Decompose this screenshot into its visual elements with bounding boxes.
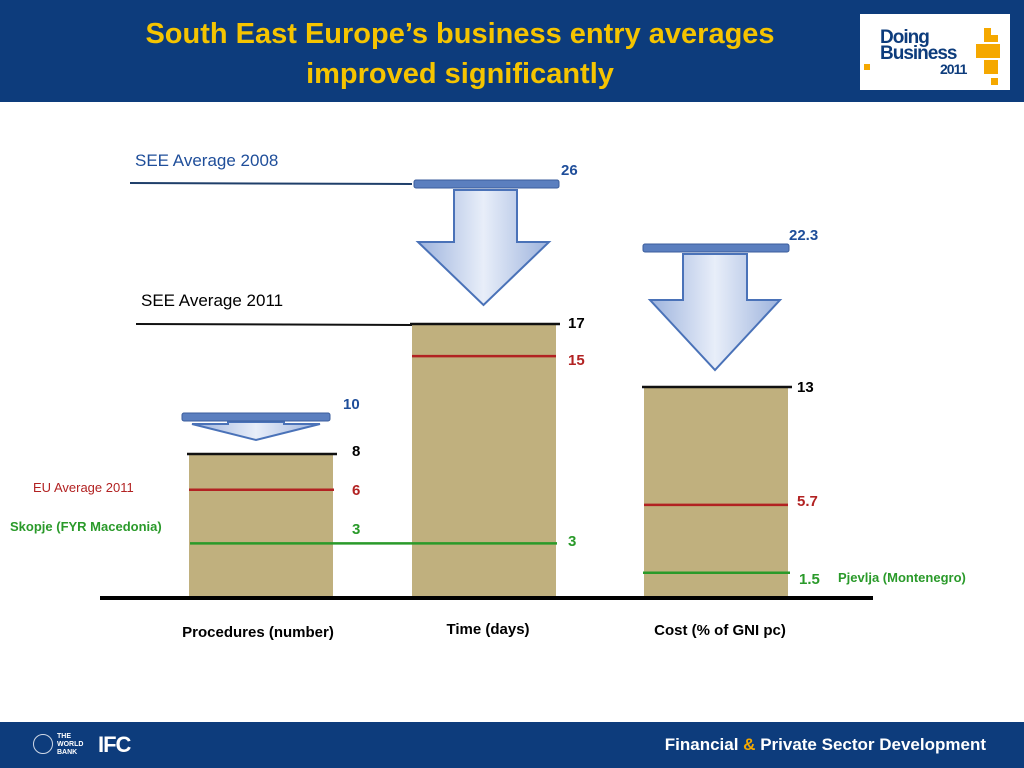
ifc-logo: IFC: [98, 732, 131, 757]
category-label-2: Cost (% of GNI pc): [654, 622, 786, 639]
world-bank-text: THE WORLD BANK: [57, 733, 84, 756]
label-best-procedures: 3: [352, 521, 360, 538]
down-arrow-1: [415, 189, 552, 307]
header-bar: South East Europe’s business entry avera…: [0, 0, 1024, 102]
series-label-best-left: Skopje (FYR Macedonia): [10, 519, 162, 534]
slide-title-line2: improved significantly: [306, 58, 614, 90]
logo-year: 2011: [940, 61, 967, 77]
footer-text-2: Private Sector Development: [760, 735, 986, 754]
world-bank-globe-icon: [33, 734, 53, 754]
label-best-time: 3: [568, 533, 576, 550]
label-eu-time: 15: [568, 352, 585, 369]
label-eu-cost: 5.7: [797, 493, 818, 510]
series-label-see-2011: SEE Average 2011: [141, 291, 283, 310]
see-2008-leader-line: [129, 182, 413, 185]
down-arrow-2: [647, 253, 783, 372]
doing-business-logo: Doing Business 2011: [860, 14, 1010, 90]
label-eu-procedures: 6: [352, 482, 360, 499]
series-label-eu-2011: EU Average 2011: [33, 480, 134, 495]
label-2008-time: 26: [561, 162, 578, 179]
label-2008-cost: 22.3: [789, 227, 818, 244]
down-arrow-0: [191, 421, 321, 442]
slide-title-line1: South East Europe’s business entry avera…: [145, 18, 775, 50]
chart: 10 26 22.3 8 17 13 6 15 5.7 3 3 1.5 SEE Average 2008…: [10, 151, 966, 641]
label-best-cost: 1.5: [799, 571, 820, 588]
logo-line2: Business: [880, 43, 957, 64]
label-2011-time: 17: [568, 315, 585, 332]
arrow-plate-1: [413, 179, 560, 189]
footer-bar: THE WORLD BANK IFC Financial & Private S…: [0, 722, 1024, 768]
see-2011-leader-line: [135, 323, 413, 326]
label-2011-cost: 13: [797, 379, 814, 396]
label-2011-procedures: 8: [352, 443, 360, 460]
bar-1: [412, 324, 556, 597]
bar-2: [644, 387, 788, 597]
slide-title: South East Europe’s business entry avera…: [40, 14, 880, 94]
footer-text-1: Financial: [664, 735, 739, 754]
series-label-best-right: Pjevlja (Montenegro): [838, 570, 966, 585]
category-label-0: Procedures (number): [182, 624, 334, 641]
bar-0: [189, 454, 333, 597]
series-label-see-2008: SEE Average 2008: [135, 151, 278, 170]
category-label-1: Time (days): [446, 621, 529, 638]
footer-amp: &: [743, 735, 756, 754]
label-2008-procedures: 10: [343, 396, 360, 413]
arrow-plate-2: [642, 243, 790, 253]
logo-line1: Doing: [880, 27, 930, 48]
footer-department: Financial & Private Sector Development: [665, 735, 986, 755]
arrow-plate-0: [181, 412, 331, 422]
